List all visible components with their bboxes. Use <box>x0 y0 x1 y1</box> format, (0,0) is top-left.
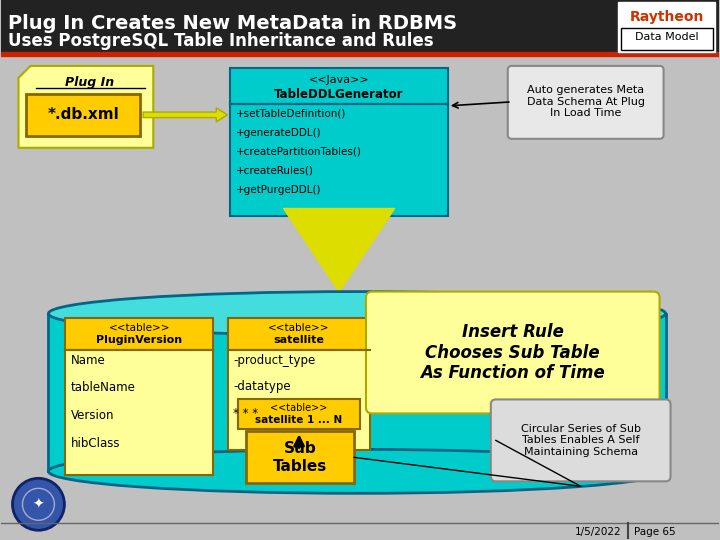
Bar <box>618 2 716 52</box>
Ellipse shape <box>48 449 665 494</box>
Bar <box>621 28 713 50</box>
Text: satellite 1 ... N: satellite 1 ... N <box>256 415 343 426</box>
Text: -datatype: -datatype <box>233 381 291 394</box>
Text: tableName: tableName <box>71 381 135 394</box>
FancyArrowPatch shape <box>143 108 228 122</box>
Bar <box>48 314 665 471</box>
Bar <box>66 318 213 349</box>
Bar <box>238 400 360 429</box>
Bar <box>228 318 370 349</box>
Text: <<table>>: <<table>> <box>269 322 330 333</box>
FancyBboxPatch shape <box>508 66 664 139</box>
Text: Uses PostgreSQL Table Inheritance and Rules: Uses PostgreSQL Table Inheritance and Ru… <box>9 32 434 50</box>
Circle shape <box>12 478 64 530</box>
Bar <box>1 0 719 52</box>
Text: Circular Series of Sub
Tables Enables A Self
Maintaining Schema: Circular Series of Sub Tables Enables A … <box>521 424 641 457</box>
Text: +generateDDL(): +generateDDL() <box>236 128 322 138</box>
Text: satellite: satellite <box>274 334 325 345</box>
Bar <box>230 68 448 104</box>
FancyBboxPatch shape <box>491 400 670 481</box>
Text: +getPurgeDDL(): +getPurgeDDL() <box>236 185 322 195</box>
Text: PluginVersion: PluginVersion <box>96 334 182 345</box>
Bar <box>1 56 719 539</box>
Bar <box>1 52 719 56</box>
Text: hibClass: hibClass <box>71 437 120 450</box>
Text: Raytheon: Raytheon <box>629 10 703 24</box>
Ellipse shape <box>48 292 665 335</box>
Text: Sub
Tables: Sub Tables <box>273 441 327 474</box>
Text: 1/5/2022: 1/5/2022 <box>575 527 621 537</box>
Text: Plug In: Plug In <box>65 76 114 89</box>
Text: <<table>>: <<table>> <box>109 322 170 333</box>
Text: * * *: * * * <box>233 407 258 421</box>
Bar <box>230 104 448 215</box>
Text: Page 65: Page 65 <box>634 527 675 537</box>
Polygon shape <box>19 66 153 148</box>
Bar <box>66 349 213 475</box>
Text: +createPartitionTables(): +createPartitionTables() <box>236 147 362 157</box>
Bar <box>27 94 140 136</box>
Text: Insert Rule
Chooses Sub Table
As Function of Time: Insert Rule Chooses Sub Table As Functio… <box>420 323 605 382</box>
Text: Data Model: Data Model <box>635 32 698 42</box>
Text: -product_type: -product_type <box>233 354 315 367</box>
Text: Name: Name <box>71 354 105 367</box>
FancyBboxPatch shape <box>366 292 660 414</box>
Text: +createRules(): +createRules() <box>236 166 314 176</box>
Text: <<table>>: <<table>> <box>271 403 328 414</box>
Text: +setTableDefinition(): +setTableDefinition() <box>236 109 346 119</box>
Text: ✦: ✦ <box>32 497 44 511</box>
Bar <box>246 431 354 483</box>
Text: Auto generates Meta
Data Schema At Plug
In Load Time: Auto generates Meta Data Schema At Plug … <box>527 85 644 118</box>
Text: <<Java>>: <<Java>> <box>309 75 369 85</box>
Text: Plug In Creates New MetaData in RDBMS: Plug In Creates New MetaData in RDBMS <box>9 14 458 33</box>
Text: *.db.xml: *.db.xml <box>48 107 120 123</box>
Text: Version: Version <box>71 409 114 422</box>
Text: TableDDLGenerator: TableDDLGenerator <box>274 88 404 101</box>
Bar <box>228 349 370 450</box>
